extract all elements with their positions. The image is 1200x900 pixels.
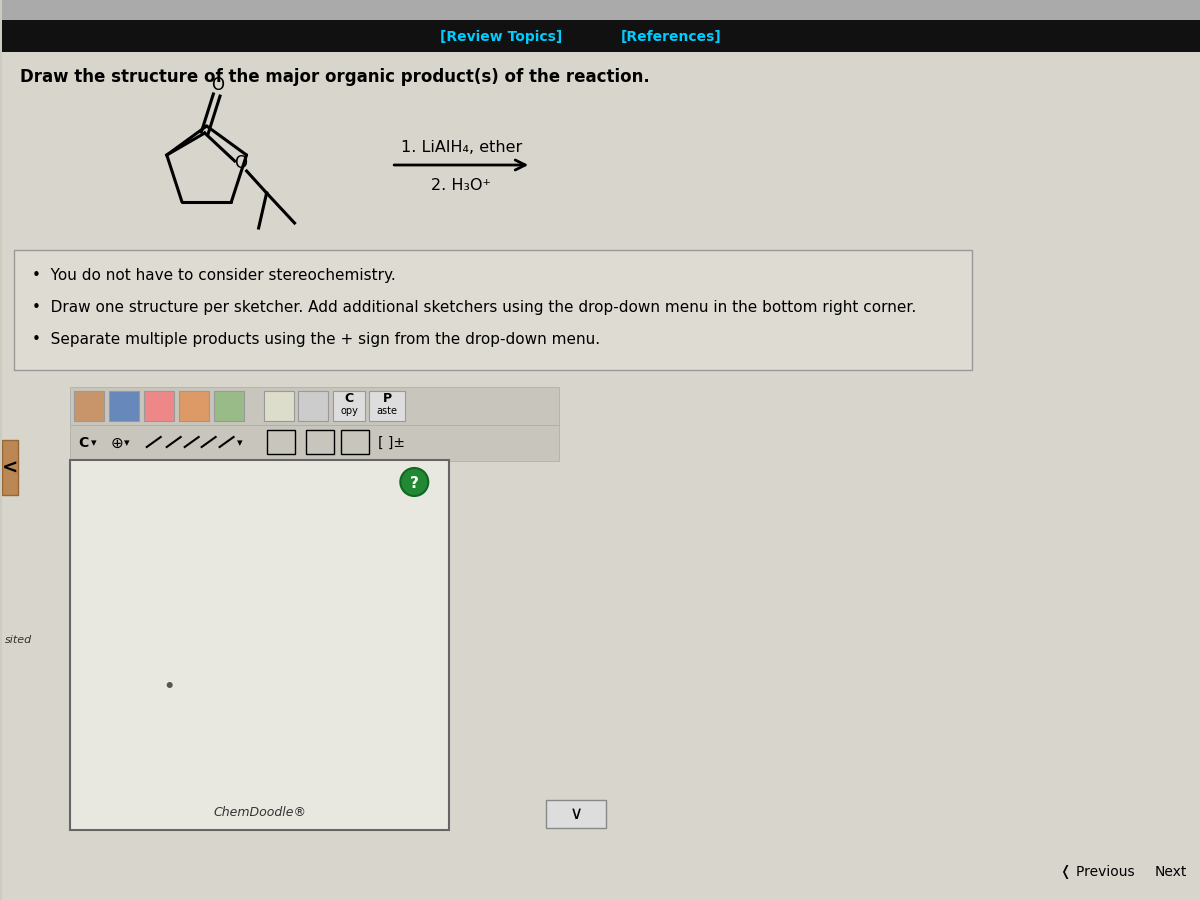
Text: opy: opy [341,406,359,416]
Text: O: O [234,154,247,172]
Text: P: P [383,392,392,406]
Text: [References]: [References] [620,30,721,44]
Bar [2,0,1200,20]
Text: [ ]±: [ ]± [378,436,404,450]
Text: [Review Topics]: [Review Topics] [440,30,563,44]
Bar [2,20,1200,52]
Text: C: C [344,392,354,406]
Bar [334,391,365,421]
Bar [546,800,606,828]
Text: ▾: ▾ [236,438,242,448]
Text: ∨: ∨ [570,805,582,823]
Text: sited: sited [5,635,32,645]
Text: ❬ Previous: ❬ Previous [1061,865,1135,879]
Circle shape [167,682,173,688]
Text: <: < [1,458,18,478]
Text: •  You do not have to consider stereochemistry.: • You do not have to consider stereochem… [32,268,396,283]
Bar [2,440,18,495]
Text: O: O [211,76,224,94]
Text: aste: aste [377,406,398,416]
Bar [70,425,559,461]
Bar [264,391,294,421]
Bar [342,430,370,454]
Bar [14,250,972,370]
Text: Draw the structure of the major organic product(s) of the reaction.: Draw the structure of the major organic … [20,68,649,86]
Text: ⊕: ⊕ [110,436,124,451]
Text: Next: Next [1156,865,1188,879]
Text: ▾: ▾ [124,438,130,448]
Text: C: C [79,436,89,450]
Bar [214,391,244,421]
Circle shape [401,468,428,496]
Text: 2. H₃O⁺: 2. H₃O⁺ [431,177,491,193]
Bar [179,391,209,421]
Bar [109,391,139,421]
Bar [144,391,174,421]
Text: 1. LiAlH₄, ether: 1. LiAlH₄, ether [401,140,522,156]
Bar [70,460,449,830]
Bar [370,391,406,421]
Bar [70,387,559,425]
Bar [74,391,104,421]
Bar [266,430,294,454]
Text: •  Separate multiple products using the + sign from the drop-down menu.: • Separate multiple products using the +… [32,332,600,347]
Text: ChemDoodle®: ChemDoodle® [214,806,306,818]
Text: ▾: ▾ [91,438,97,448]
Bar [306,430,335,454]
Text: ?: ? [410,475,419,491]
Bar [299,391,329,421]
Text: •  Draw one structure per sketcher. Add additional sketchers using the drop-down: • Draw one structure per sketcher. Add a… [32,300,916,315]
